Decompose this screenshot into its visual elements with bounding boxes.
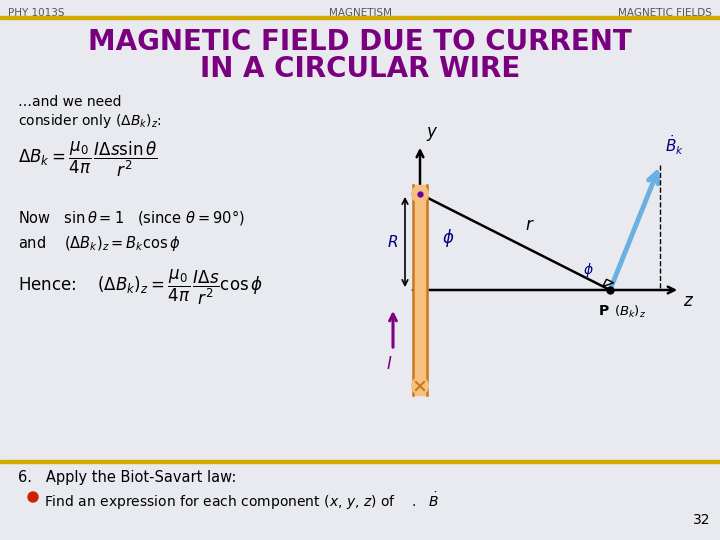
Text: $\Delta B_k = \dfrac{\mu_0}{4\pi}\,\dfrac{I\Delta s\sin\theta}{r^2}$: $\Delta B_k = \dfrac{\mu_0}{4\pi}\,\dfra… (18, 140, 158, 179)
Text: MAGNETIC FIELDS: MAGNETIC FIELDS (618, 8, 712, 18)
Text: 6.   Apply the Biot-Savart law:: 6. Apply the Biot-Savart law: (18, 470, 236, 485)
Text: PHY 1013S: PHY 1013S (8, 8, 65, 18)
Text: MAGNETIC FIELD DUE TO CURRENT: MAGNETIC FIELD DUE TO CURRENT (88, 28, 632, 56)
Text: MAGNETISM: MAGNETISM (328, 8, 392, 18)
Text: Hence:    $\left(\Delta B_k\right)_z = \dfrac{\mu_0}{4\pi}\,\dfrac{I\Delta s}{r^: Hence: $\left(\Delta B_k\right)_z = \dfr… (18, 268, 263, 307)
Text: $\phi$: $\phi$ (582, 261, 593, 279)
Text: and    $(\Delta B_k)_z = B_k\cos\phi$: and $(\Delta B_k)_z = B_k\cos\phi$ (18, 234, 181, 253)
Text: $(B_k)_z$: $(B_k)_z$ (614, 304, 647, 320)
Circle shape (412, 186, 428, 202)
Text: IN A CIRCULAR WIRE: IN A CIRCULAR WIRE (200, 55, 520, 83)
Bar (413, 185, 427, 395)
Text: $I$: $I$ (386, 355, 392, 373)
Text: Now   $\sin\theta = 1$   (since $\theta = 90°$): Now $\sin\theta = 1$ (since $\theta = 90… (18, 208, 245, 227)
Bar (0, 16, 720, 19)
Text: Find an expression for each component ($x$, $y$, $z$) of    .   $\mathit{\dot{B}: Find an expression for each component ($… (44, 490, 439, 512)
Text: $\phi$: $\phi$ (442, 227, 454, 249)
Text: …and we need: …and we need (18, 95, 122, 109)
Text: $r$: $r$ (525, 216, 535, 234)
Circle shape (412, 378, 428, 394)
Circle shape (28, 492, 38, 502)
Text: $R$: $R$ (387, 234, 399, 250)
Text: $z$: $z$ (683, 292, 694, 310)
Text: 32: 32 (693, 513, 710, 527)
Text: $\dot{B}_k$: $\dot{B}_k$ (665, 133, 684, 157)
Bar (0, 460, 720, 463)
Text: consider only $(\Delta B_k)_z$:: consider only $(\Delta B_k)_z$: (18, 112, 162, 130)
Text: $y$: $y$ (426, 125, 438, 143)
Text: $\mathbf{P}$: $\mathbf{P}$ (598, 304, 610, 318)
